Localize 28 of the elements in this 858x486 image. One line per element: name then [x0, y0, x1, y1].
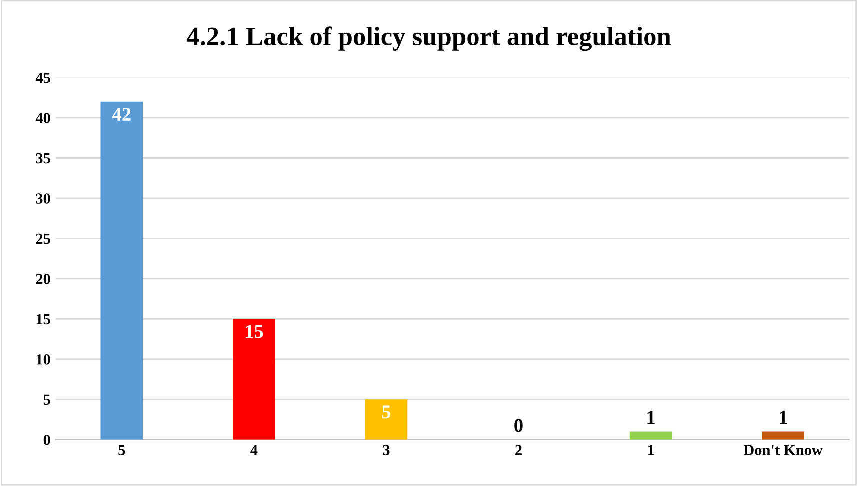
y-tick-label: 20	[36, 274, 50, 284]
x-tick-label: Don't Know	[744, 445, 823, 456]
x-tick-label: 1	[648, 445, 654, 456]
y-tick-label: 0	[44, 434, 50, 446]
chart-title: 4.2.1 Lack of policy support and regulation	[186, 26, 672, 52]
data-label: 5	[382, 406, 391, 419]
x-tick-label: 3	[383, 445, 390, 456]
bar	[762, 432, 804, 440]
y-tick-label: 35	[36, 153, 50, 164]
bar	[233, 319, 276, 440]
y-tick-label: 10	[36, 354, 50, 365]
y-tick-label: 45	[36, 73, 50, 84]
bar	[100, 102, 144, 440]
data-label: 42	[112, 108, 131, 121]
data-label: 1	[780, 411, 788, 424]
bar	[365, 400, 408, 440]
x-tick-label: 5	[118, 445, 126, 456]
data-label: 0	[514, 419, 523, 432]
y-tick-label: 15	[36, 314, 50, 325]
data-label: 15	[246, 325, 264, 338]
y-tick-label: 5	[44, 394, 50, 406]
y-tick-label: 40	[36, 113, 50, 124]
x-tick-label: 2	[516, 445, 522, 456]
x-tick-label: 4	[250, 445, 258, 456]
y-tick-label: 30	[36, 194, 50, 204]
data-label: 1	[648, 411, 655, 424]
bar	[630, 432, 672, 440]
y-tick-label: 25	[36, 234, 50, 244]
